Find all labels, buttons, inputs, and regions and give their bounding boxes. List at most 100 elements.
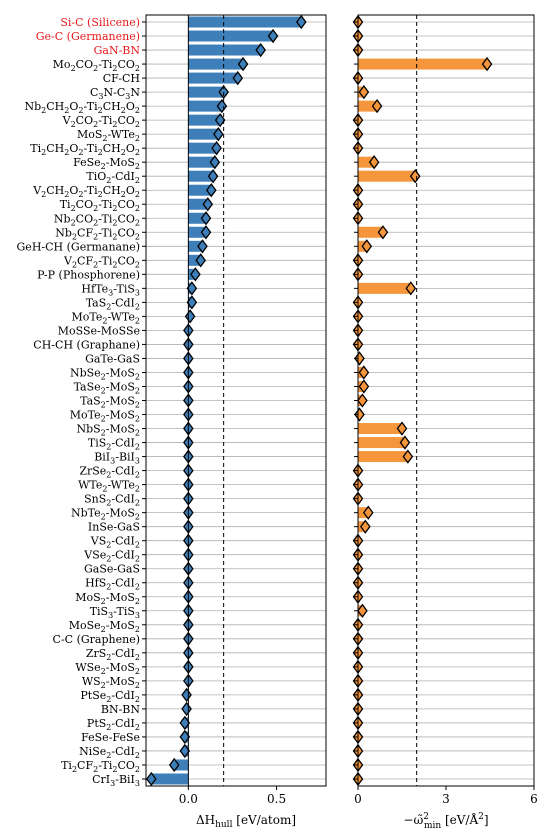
category-label: P-P (Phosphorene) bbox=[37, 268, 140, 281]
hull-marker bbox=[145, 771, 157, 787]
hull-marker bbox=[186, 281, 198, 296]
hull-bar bbox=[188, 156, 215, 168]
hull-bar bbox=[188, 86, 224, 98]
hull-marker bbox=[232, 70, 244, 86]
category-label: Nb2CO2-Ti2CO2 bbox=[54, 212, 140, 227]
phonon-panel: 0 3 6 bbox=[352, 14, 538, 806]
hull-marker bbox=[237, 56, 249, 72]
category-label: GeH-CH (Germanane) bbox=[17, 240, 140, 253]
hull-bar bbox=[188, 184, 212, 196]
hull-marker bbox=[181, 687, 192, 703]
hull-bar bbox=[188, 198, 208, 210]
category-label: Mo2CO2-Ti2CO2 bbox=[53, 58, 140, 73]
category-label: NbSe2-MoS2 bbox=[70, 366, 140, 381]
category-label: TaS2-CdI2 bbox=[86, 296, 140, 311]
hull-marker bbox=[214, 112, 226, 128]
phonon-bar bbox=[358, 100, 378, 112]
phonon-bar bbox=[358, 226, 383, 238]
hull-marker bbox=[184, 309, 196, 324]
category-label: ZrSe2-CdI2 bbox=[79, 465, 140, 480]
phonon-tick-label: 6 bbox=[530, 792, 538, 806]
category-label: TiO2-CdI2 bbox=[86, 170, 140, 185]
phonon-marker bbox=[357, 393, 368, 408]
hull-marker bbox=[213, 126, 224, 142]
category-label: Ti2CH2O2-Ti2CH2O2 bbox=[30, 142, 140, 157]
hull-marker bbox=[168, 757, 180, 773]
category-label: MoSSe-MoSSe bbox=[58, 324, 140, 337]
category-label: WS2-MoS2 bbox=[82, 675, 140, 690]
category-label: Ge-C (Germanene) bbox=[36, 30, 140, 43]
hull-bar bbox=[188, 16, 302, 28]
phonon-marker bbox=[358, 379, 370, 394]
hull-marker bbox=[209, 155, 221, 170]
category-label: CrI3-BiI3 bbox=[92, 773, 140, 788]
hull-marker bbox=[267, 28, 279, 44]
hull-bar bbox=[188, 128, 219, 140]
hull-marker bbox=[179, 743, 191, 759]
hull-bar bbox=[188, 30, 274, 42]
phonon-bar bbox=[358, 156, 375, 168]
category-label: InSe-GaS bbox=[88, 521, 140, 534]
category-label: MoS2-MoS2 bbox=[75, 591, 140, 606]
hull-bar bbox=[188, 114, 221, 126]
hull-marker bbox=[205, 183, 217, 198]
phonon-marker bbox=[481, 56, 493, 72]
category-label: NbS2-MoS2 bbox=[76, 423, 140, 438]
hull-marker bbox=[295, 14, 307, 30]
hull-bar bbox=[188, 226, 206, 238]
category-label: GaN-BN bbox=[94, 44, 141, 57]
phonon-marker bbox=[361, 239, 373, 254]
hull-marker bbox=[179, 715, 191, 731]
phonon-marker bbox=[362, 505, 374, 520]
hull-marker bbox=[200, 211, 212, 226]
hull-bar bbox=[188, 44, 261, 56]
phonon-marker bbox=[409, 169, 421, 184]
category-label: NbTe2-MoS2 bbox=[71, 507, 140, 522]
hull-bar bbox=[188, 72, 238, 84]
category-label: BiI3-BiI3 bbox=[94, 451, 140, 466]
hull-bar bbox=[188, 58, 244, 70]
category-label: GaTe-GaS bbox=[85, 352, 140, 365]
phonon-bar bbox=[358, 170, 416, 182]
hull-marker bbox=[211, 141, 222, 156]
category-label: FeSe2-MoS2 bbox=[73, 156, 140, 171]
category-label: Ti2CF2-Ti2CO2 bbox=[61, 759, 140, 774]
category-label: VS2-CdI2 bbox=[90, 535, 140, 550]
hull-bar bbox=[188, 254, 201, 266]
hull-marker bbox=[197, 239, 208, 254]
phonon-marker bbox=[354, 351, 365, 366]
category-label: TaSe2-MoS2 bbox=[74, 380, 140, 395]
category-label: HfS2-CdI2 bbox=[85, 577, 140, 592]
hull-bar bbox=[188, 100, 222, 112]
category-label: MoS2-WTe2 bbox=[77, 128, 140, 143]
hull-marker bbox=[190, 267, 201, 282]
phonon-tick-label: 0 bbox=[354, 792, 362, 806]
hull-bar bbox=[188, 170, 214, 182]
category-label: C3N-C3N bbox=[90, 86, 140, 101]
hull-bar bbox=[188, 240, 203, 252]
hull-marker bbox=[186, 295, 198, 310]
category-label: WSe2-MoS2 bbox=[75, 661, 140, 676]
phonon-axis-label: −ω̃2 min [eV/Å2] bbox=[403, 812, 488, 831]
hull-bar bbox=[174, 759, 189, 771]
phonon-marker bbox=[402, 449, 414, 464]
category-label: BN-BN bbox=[101, 703, 141, 716]
phonon-bar bbox=[358, 282, 411, 294]
hull-marker bbox=[207, 169, 219, 184]
category-label: V2CO2-Ti2CO2 bbox=[62, 114, 140, 129]
category-label: V2CF2-Ti2CO2 bbox=[63, 254, 140, 269]
phonon-marker bbox=[371, 98, 383, 114]
phonon-marker bbox=[354, 407, 365, 422]
category-label: Nb2CF2-Ti2CO2 bbox=[55, 226, 140, 241]
category-label: CH-CH (Graphane) bbox=[33, 338, 140, 351]
hull-marker bbox=[181, 701, 192, 717]
category-labels: Si-C (Silicene)Ge-C (Germanene)GaN-BNMo2… bbox=[17, 16, 141, 788]
phonon-bar bbox=[358, 423, 402, 435]
phonon-marker bbox=[358, 365, 370, 380]
category-label: GaSe-GaS bbox=[84, 563, 140, 576]
category-label: C-C (Graphene) bbox=[53, 633, 140, 646]
hull-bar bbox=[151, 773, 189, 785]
phonon-marker bbox=[377, 225, 389, 240]
hull-marker bbox=[195, 253, 207, 268]
